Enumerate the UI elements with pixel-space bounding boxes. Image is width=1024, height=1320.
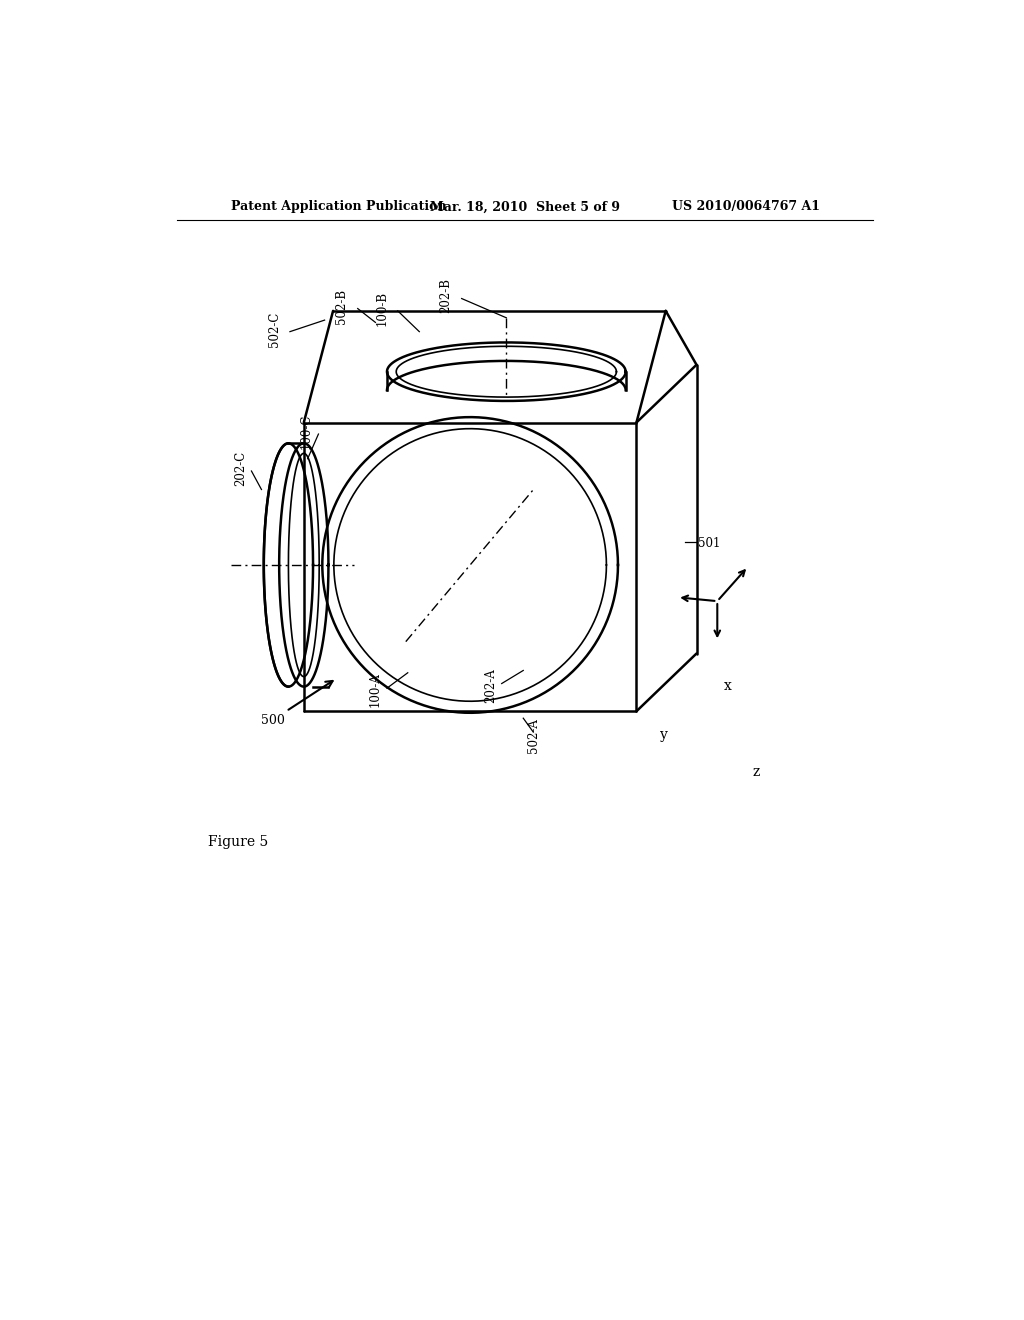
Text: Patent Application Publication: Patent Application Publication bbox=[230, 201, 446, 214]
Text: Figure 5: Figure 5 bbox=[208, 836, 268, 849]
Text: z: z bbox=[753, 766, 760, 779]
Text: x: x bbox=[724, 678, 731, 693]
Text: Mar. 18, 2010  Sheet 5 of 9: Mar. 18, 2010 Sheet 5 of 9 bbox=[430, 201, 620, 214]
Text: US 2010/0064767 A1: US 2010/0064767 A1 bbox=[672, 201, 819, 214]
Text: 202-A: 202-A bbox=[484, 668, 497, 704]
Text: 502-C: 502-C bbox=[267, 312, 281, 347]
Text: 100-B: 100-B bbox=[376, 290, 388, 326]
Text: 100-A: 100-A bbox=[369, 672, 382, 708]
Text: 500: 500 bbox=[261, 714, 285, 727]
Text: y: y bbox=[660, 729, 668, 742]
Text: 501: 501 bbox=[698, 537, 721, 550]
Text: 502-A: 502-A bbox=[527, 718, 540, 754]
Text: 202-B: 202-B bbox=[439, 279, 453, 313]
Text: 502-B: 502-B bbox=[336, 289, 348, 323]
Text: 100-C: 100-C bbox=[300, 414, 313, 449]
Text: 202-C: 202-C bbox=[234, 450, 248, 486]
